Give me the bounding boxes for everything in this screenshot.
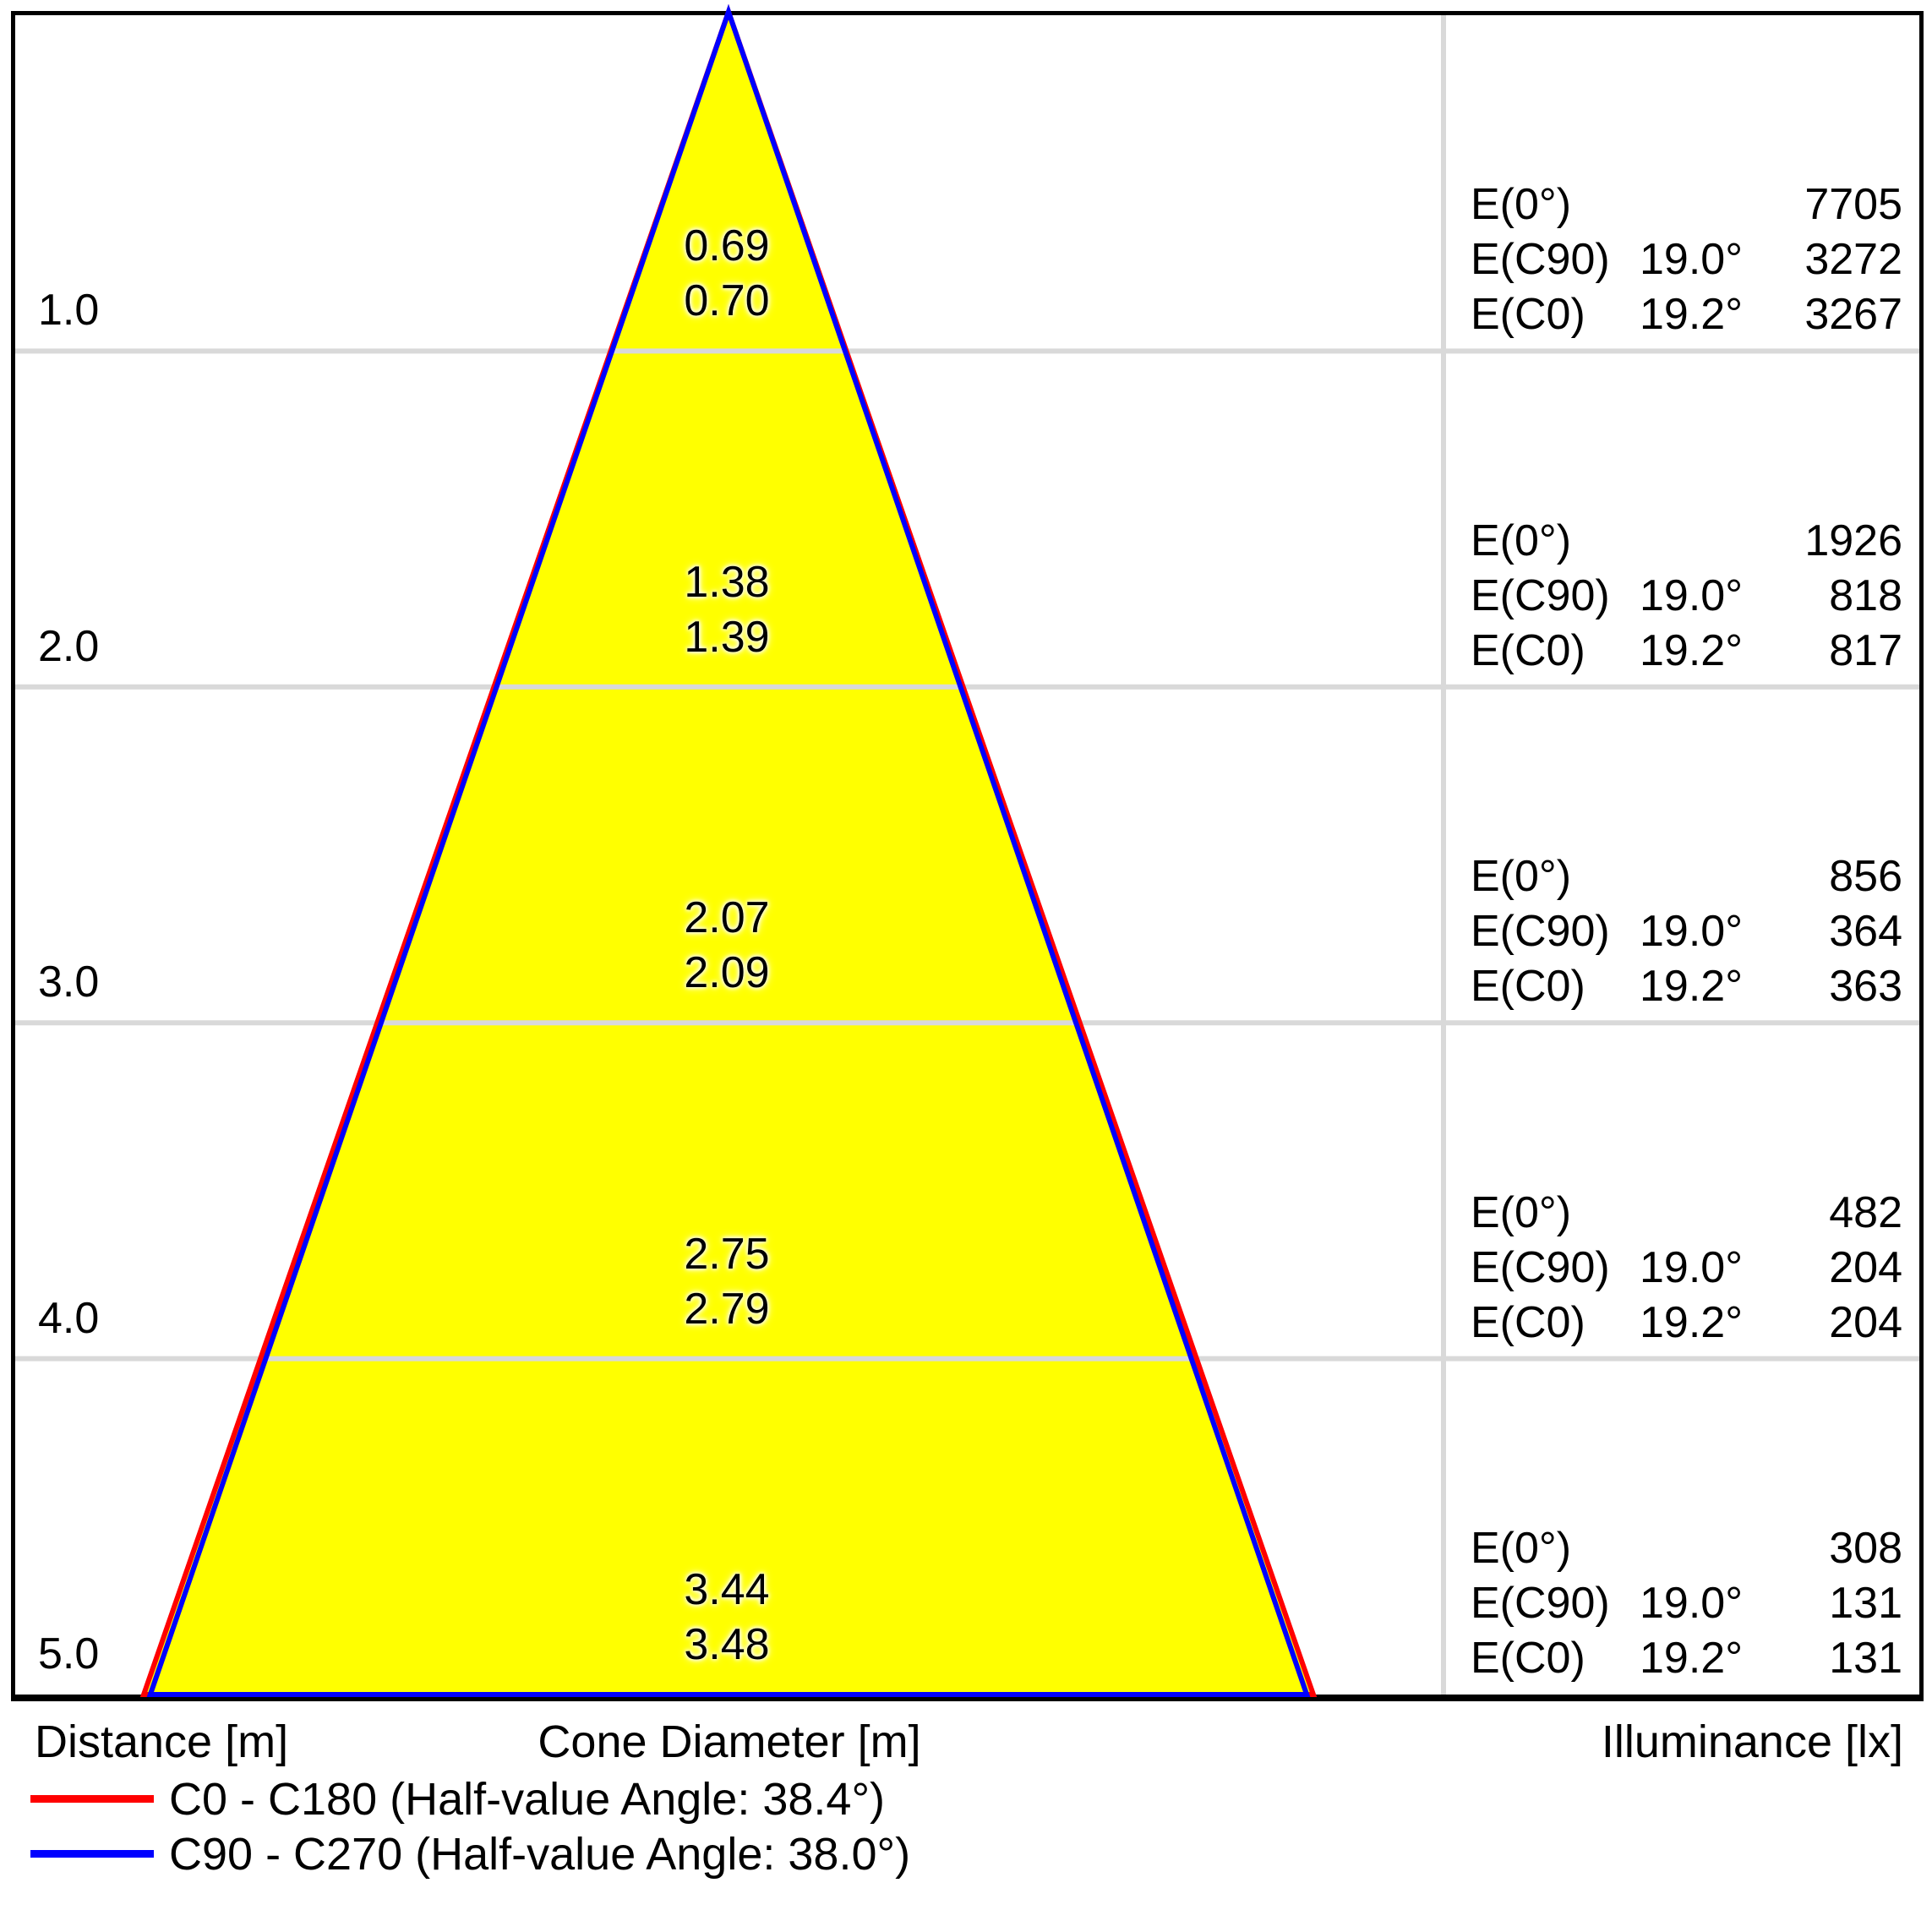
illuminance-angle: 19.0°: [1639, 1579, 1743, 1628]
illuminance-label: E(C0): [1471, 1298, 1585, 1347]
illuminance-label: E(0°): [1471, 180, 1572, 229]
diagram-frame: 1.0 0.69 0.70 E(0°) 7705 E(C90) 19.0° 32…: [11, 3, 1924, 1701]
cone-fill: [144, 12, 1313, 1695]
illuminance-label: E(C0): [1471, 962, 1585, 1011]
illuminance-value: 818: [1829, 571, 1902, 620]
illuminance-line: E(0°) 308: [1471, 1521, 1902, 1576]
cone-diameter-values-5: 3.44 3.48: [558, 1563, 896, 1673]
illuminance-value: 7705: [1804, 180, 1902, 229]
illuminance-value: 204: [1829, 1298, 1902, 1347]
illuminance-value: 817: [1829, 626, 1902, 675]
illuminance-angle: 19.2°: [1639, 290, 1743, 339]
illuminance-label: E(0°): [1471, 516, 1572, 565]
cone-diameter-c0-2: 1.39: [684, 613, 770, 662]
illuminance-value: 363: [1829, 962, 1902, 1011]
illuminance-line: E(0°) 7705: [1471, 177, 1902, 232]
illuminance-value: 308: [1829, 1524, 1902, 1573]
cone-diameter-values-2: 1.38 1.39: [558, 555, 896, 665]
illuminance-label: E(0°): [1471, 1524, 1572, 1573]
illuminance-label: E(0°): [1471, 852, 1572, 901]
cone-diameter-values-3: 2.07 2.09: [558, 891, 896, 1001]
illuminance-angle: 19.2°: [1639, 626, 1743, 675]
illuminance-value: 131: [1829, 1634, 1902, 1683]
distance-label-2: 2.0: [38, 622, 100, 671]
illuminance-line: E(C90) 19.0° 364: [1471, 904, 1902, 959]
c90-c270-legend-label: C90 - C270 (Half-value Angle: 38.0°): [169, 1828, 911, 1880]
cone-diameter-c90-2: 1.38: [684, 558, 770, 607]
illuminance-angle: 19.0°: [1639, 907, 1743, 956]
cone-diameter-c0-1: 0.70: [684, 276, 770, 325]
illuminance-value: 1926: [1804, 516, 1902, 565]
illuminance-block-3: E(0°) 856 E(C90) 19.0° 364 E(C0) 19.2° 3…: [1471, 849, 1902, 1014]
illuminance-line: E(0°) 856: [1471, 849, 1902, 904]
illuminance-label: E(0°): [1471, 1188, 1572, 1237]
illuminance-label: E(C0): [1471, 290, 1585, 339]
cone-diameter-values-4: 2.75 2.79: [558, 1227, 896, 1337]
illuminance-line: E(C0) 19.2° 131: [1471, 1631, 1902, 1686]
illuminance-line: E(C0) 19.2° 363: [1471, 959, 1902, 1014]
cone-diameter-c90-5: 3.44: [684, 1565, 770, 1614]
cone-diameter-c0-3: 2.09: [684, 948, 770, 997]
illuminance-block-2: E(0°) 1926 E(C90) 19.0° 818 E(C0) 19.2° …: [1471, 514, 1902, 679]
illuminance-value: 204: [1829, 1243, 1902, 1292]
illuminance-label: E(C0): [1471, 1634, 1585, 1683]
illuminance-value: 3267: [1804, 290, 1902, 339]
illuminance-line: E(C0) 19.2° 817: [1471, 624, 1902, 679]
illuminance-label: E(C90): [1471, 1243, 1610, 1292]
illuminance-value: 131: [1829, 1579, 1902, 1628]
illuminance-label: E(C90): [1471, 907, 1610, 956]
cone-diameter-c90-4: 2.75: [684, 1230, 770, 1279]
illuminance-line: E(0°) 1926: [1471, 514, 1902, 569]
illuminance-line: E(0°) 482: [1471, 1186, 1902, 1241]
cone-chart-svg: [15, 3, 1919, 1697]
illuminance-line: E(C0) 19.2° 3267: [1471, 287, 1902, 342]
illuminance-value: 364: [1829, 907, 1902, 956]
legend: C0 - C180 (Half-value Angle: 38.4°) C90 …: [30, 1771, 910, 1881]
illuminance-label: E(C90): [1471, 235, 1610, 284]
illuminance-block-1: E(0°) 7705 E(C90) 19.0° 3272 E(C0) 19.2°…: [1471, 177, 1902, 342]
illuminance-label: E(C0): [1471, 626, 1585, 675]
cone-diameter-axis-label: Cone Diameter [m]: [538, 1716, 921, 1767]
cone-diameter-c0-5: 3.48: [684, 1620, 770, 1669]
illuminance-value: 856: [1829, 852, 1902, 901]
illuminance-line: E(C90) 19.0° 3272: [1471, 232, 1902, 287]
illuminance-angle: 19.2°: [1639, 1298, 1743, 1347]
cone-diameter-c0-4: 2.79: [684, 1285, 770, 1334]
cone-diameter-values-1: 0.69 0.70: [558, 219, 896, 329]
illuminance-label: E(C90): [1471, 571, 1610, 620]
distance-label-4: 4.0: [38, 1294, 100, 1343]
distance-label-3: 3.0: [38, 958, 100, 1007]
illuminance-value: 3272: [1804, 235, 1902, 284]
illuminance-label: E(C90): [1471, 1579, 1610, 1628]
illuminance-line: E(C90) 19.0° 818: [1471, 569, 1902, 624]
c90-c270-line-swatch: [30, 1850, 154, 1858]
illuminance-angle: 19.0°: [1639, 235, 1743, 284]
cone-outline-c90-c270: [146, 3, 1311, 1697]
distance-axis-label: Distance [m]: [35, 1716, 289, 1767]
distance-label-1: 1.0: [38, 286, 100, 335]
c0-c180-line-swatch: [30, 1795, 154, 1803]
cone-diameter-c90-1: 0.69: [684, 221, 770, 270]
cone-diameter-c90-3: 2.07: [684, 893, 770, 942]
illuminance-line: E(C0) 19.2° 204: [1471, 1296, 1902, 1351]
illuminance-block-5: E(0°) 308 E(C90) 19.0° 131 E(C0) 19.2° 1…: [1471, 1521, 1902, 1686]
illuminance-line: E(C90) 19.0° 131: [1471, 1576, 1902, 1631]
distance-label-5: 5.0: [38, 1629, 100, 1678]
legend-row-c0: C0 - C180 (Half-value Angle: 38.4°): [30, 1771, 910, 1826]
illuminance-axis-label: Illuminance [lx]: [1601, 1716, 1903, 1767]
illuminance-angle: 19.2°: [1639, 962, 1743, 1011]
illuminance-block-4: E(0°) 482 E(C90) 19.0° 204 E(C0) 19.2° 2…: [1471, 1186, 1902, 1351]
c0-c180-legend-label: C0 - C180 (Half-value Angle: 38.4°): [169, 1773, 886, 1825]
illuminance-value: 482: [1829, 1188, 1902, 1237]
illuminance-angle: 19.2°: [1639, 1634, 1743, 1683]
illuminance-line: E(C90) 19.0° 204: [1471, 1241, 1902, 1296]
legend-row-c90: C90 - C270 (Half-value Angle: 38.0°): [30, 1826, 910, 1881]
illuminance-angle: 19.0°: [1639, 1243, 1743, 1292]
illuminance-angle: 19.0°: [1639, 571, 1743, 620]
